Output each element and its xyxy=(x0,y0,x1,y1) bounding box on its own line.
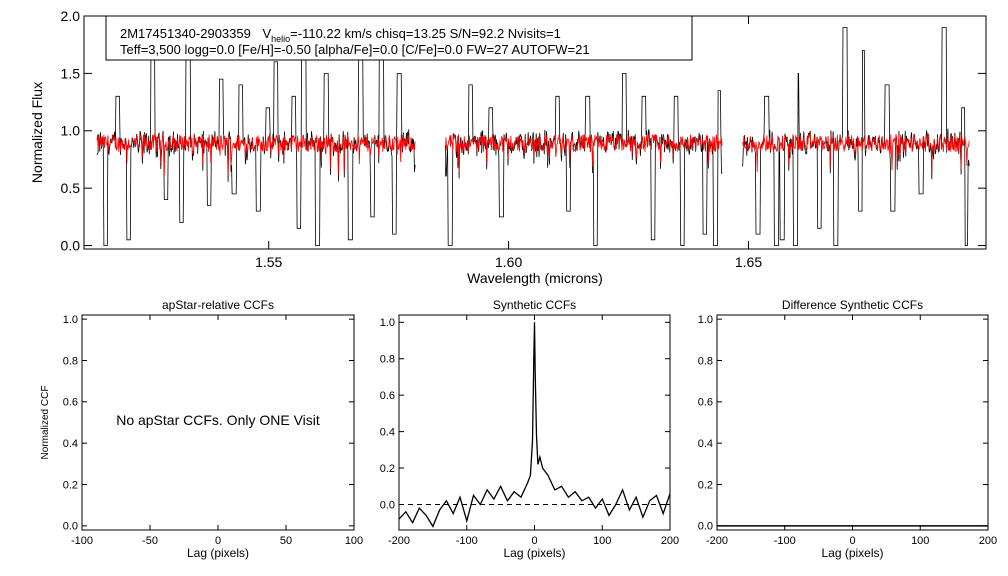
star-id: 2M17451340-2903359 xyxy=(120,26,251,41)
vhelio-prefix: V xyxy=(262,26,271,41)
model-spectrum-line xyxy=(96,133,416,176)
model-spectrum-line xyxy=(742,133,970,174)
synthetic-ytick-label: 0.2 xyxy=(380,463,395,475)
apstar-xtick-label: 0 xyxy=(215,535,221,547)
difference-ytick-label: 0.2 xyxy=(698,479,713,491)
difference-ytick-label: 0.0 xyxy=(698,521,713,533)
synthetic-xtick-label: 100 xyxy=(593,535,611,547)
spectrum-ytick-label: 0.5 xyxy=(61,180,81,196)
difference-ytick-label: 1.0 xyxy=(698,314,713,326)
apstar-ylabel: Normalized CCF xyxy=(40,386,51,460)
apstar-title: apStar-relative CCFs xyxy=(162,298,274,312)
vhelio-subscript: helio xyxy=(271,34,290,44)
difference-ytick-label: 0.4 xyxy=(698,438,713,450)
synthetic-ccf-panel: -200 -100 0 100 200 0.0 0.2 0.4 0.6 0.8 1.0 Lag (pi… xyxy=(380,298,679,560)
difference-xlabel: Lag (pixels) xyxy=(821,546,883,560)
apstar-xlabel: Lag (pixels) xyxy=(187,546,249,560)
apstar-ytick-label: 1.0 xyxy=(63,314,78,326)
apstar-ytick-label: 0.2 xyxy=(63,479,78,491)
spectrum-xtick-label: 1.65 xyxy=(735,254,762,270)
synthetic-xtick-label: -100 xyxy=(456,535,478,547)
observed-spectrum-line xyxy=(742,27,970,246)
synthetic-ytick-label: 0.0 xyxy=(380,499,395,511)
synthetic-ytick-label: 1.0 xyxy=(380,317,395,329)
difference-ytick-label: 0.6 xyxy=(698,397,713,409)
header-legend: 2M17451340-2903359 Vhelio=-110.22 km/s c… xyxy=(105,15,693,61)
apstar-ytick-label: 0.4 xyxy=(63,438,78,450)
synthetic-ytick-label: 0.6 xyxy=(380,390,395,402)
difference-xtick-label: 100 xyxy=(911,535,929,547)
difference-plot-frame xyxy=(716,314,989,531)
spectrum-xtick-label: 1.55 xyxy=(255,254,282,270)
model-spectrum-line xyxy=(444,133,723,177)
synthetic-xtick-label: -200 xyxy=(388,535,410,547)
difference-xtick-label: 0 xyxy=(849,535,855,547)
spectrum-xlabel: Wavelength (microns) xyxy=(467,270,603,286)
apstar-ytick-label: 0.8 xyxy=(63,355,78,367)
apstar-xtick-label: -100 xyxy=(71,535,93,547)
difference-ccf-panel: -200 -100 0 100 200 0.0 0.2 0.4 0.6 0.8 1.0 Lag (pi… xyxy=(698,298,997,560)
difference-xtick-label: -200 xyxy=(706,535,728,547)
spectrum-xtick-label: 1.60 xyxy=(495,254,522,270)
difference-title: Difference Synthetic CCFs xyxy=(782,298,923,312)
apstar-message: No apStar CCFs. Only ONE Visit xyxy=(116,412,320,428)
apstar-ccf-panel: -100 -50 0 50 100 0.0 0.2 0.4 0.6 0.8 1.0 Lag (pixe… xyxy=(40,298,363,560)
vhelio-summary: =-110.22 km/s chisq=13.25 S/N=92.2 Nvisi… xyxy=(290,26,561,41)
spectrum-ytick-label: 1.0 xyxy=(61,123,81,139)
synthetic-ytick-label: 0.4 xyxy=(380,426,395,438)
header-line-2: Teff=3,500 logg=0.0 [Fe/H]=-0.50 [alpha/… xyxy=(120,42,590,57)
difference-xtick-label: -100 xyxy=(774,535,796,547)
spectrum-ytick-label: 1.5 xyxy=(61,65,81,81)
synthetic-xtick-label: 0 xyxy=(531,535,537,547)
spectrum-ytick-label: 0.0 xyxy=(61,237,81,253)
synthetic-xtick-label: 200 xyxy=(661,535,679,547)
apstar-ytick-label: 0.6 xyxy=(63,397,78,409)
synthetic-title: Synthetic CCFs xyxy=(493,298,576,312)
synthetic-ytick-label: 0.8 xyxy=(380,354,395,366)
header-line-1: 2M17451340-2903359 Vhelio=-110.22 km/s c… xyxy=(120,26,561,44)
synthetic-ccf-line xyxy=(398,322,671,528)
difference-ytick-label: 0.8 xyxy=(698,355,713,367)
apstar-xtick-label: -50 xyxy=(142,535,158,547)
synthetic-xlabel: Lag (pixels) xyxy=(503,546,565,560)
difference-xtick-label: 200 xyxy=(979,535,997,547)
apstar-xtick-label: 100 xyxy=(345,535,363,547)
apstar-ytick-label: 0.0 xyxy=(63,521,78,533)
apstar-xtick-label: 50 xyxy=(280,535,292,547)
spectrum-panel: 1.55 1.60 1.65 0.0 0.5 1.0 1.5 2.0 Wavelength (m… xyxy=(29,8,987,286)
spectrum-ylabel: Normalized Flux xyxy=(29,82,45,183)
spectrum-ytick-label: 2.0 xyxy=(61,8,81,24)
header-legend-box xyxy=(105,15,693,61)
